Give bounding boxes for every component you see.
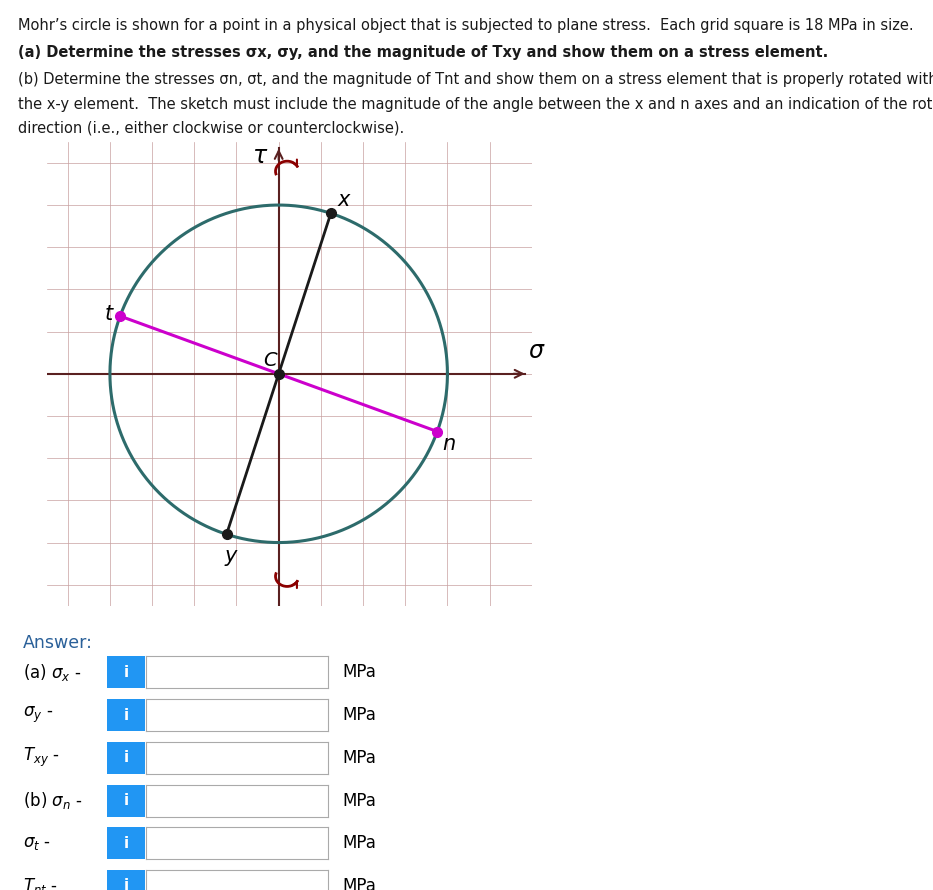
Text: (b) Determine the stresses σn, σt, and the magnitude of Tnt and show them on a s: (b) Determine the stresses σn, σt, and t… bbox=[19, 71, 933, 86]
Text: MPa: MPa bbox=[342, 834, 376, 853]
Text: (b) $\sigma_n$ -: (b) $\sigma_n$ - bbox=[23, 790, 83, 811]
Text: i: i bbox=[123, 793, 129, 808]
Text: i: i bbox=[123, 708, 129, 723]
Text: $y$: $y$ bbox=[225, 547, 240, 568]
Text: $\sigma$: $\sigma$ bbox=[528, 339, 546, 363]
Text: i: i bbox=[123, 750, 129, 765]
Text: Mohr’s circle is shown for a point in a physical object that is subjected to pla: Mohr’s circle is shown for a point in a … bbox=[19, 19, 914, 33]
Text: MPa: MPa bbox=[342, 663, 376, 682]
Text: i: i bbox=[123, 665, 129, 680]
Text: i: i bbox=[123, 836, 129, 851]
Text: $\sigma_y$ -: $\sigma_y$ - bbox=[23, 705, 54, 725]
Text: MPa: MPa bbox=[342, 748, 376, 767]
Text: MPa: MPa bbox=[342, 706, 376, 724]
Text: $T_{nt}$ -: $T_{nt}$ - bbox=[23, 876, 59, 890]
Text: $\tau$: $\tau$ bbox=[252, 144, 268, 168]
Text: (a) Determine the stresses σx, σy, and the magnitude of Txy and show them on a s: (a) Determine the stresses σx, σy, and t… bbox=[19, 44, 829, 60]
Text: $n$: $n$ bbox=[442, 433, 456, 454]
Text: $t$: $t$ bbox=[104, 304, 115, 324]
Text: Answer:: Answer: bbox=[23, 634, 93, 651]
Text: MPa: MPa bbox=[342, 877, 376, 890]
Text: $x$: $x$ bbox=[337, 190, 353, 210]
Text: i: i bbox=[123, 878, 129, 890]
Text: the x-y element.  The sketch must include the magnitude of the angle between the: the x-y element. The sketch must include… bbox=[19, 97, 933, 112]
Text: $T_{xy}$ -: $T_{xy}$ - bbox=[23, 746, 60, 770]
Text: $C$: $C$ bbox=[263, 352, 278, 370]
Text: direction (i.e., either clockwise or counterclockwise).: direction (i.e., either clockwise or cou… bbox=[19, 120, 405, 135]
Text: MPa: MPa bbox=[342, 791, 376, 810]
Text: $\sigma_t$ -: $\sigma_t$ - bbox=[23, 834, 51, 853]
Text: (a) $\sigma_x$ -: (a) $\sigma_x$ - bbox=[23, 662, 82, 683]
